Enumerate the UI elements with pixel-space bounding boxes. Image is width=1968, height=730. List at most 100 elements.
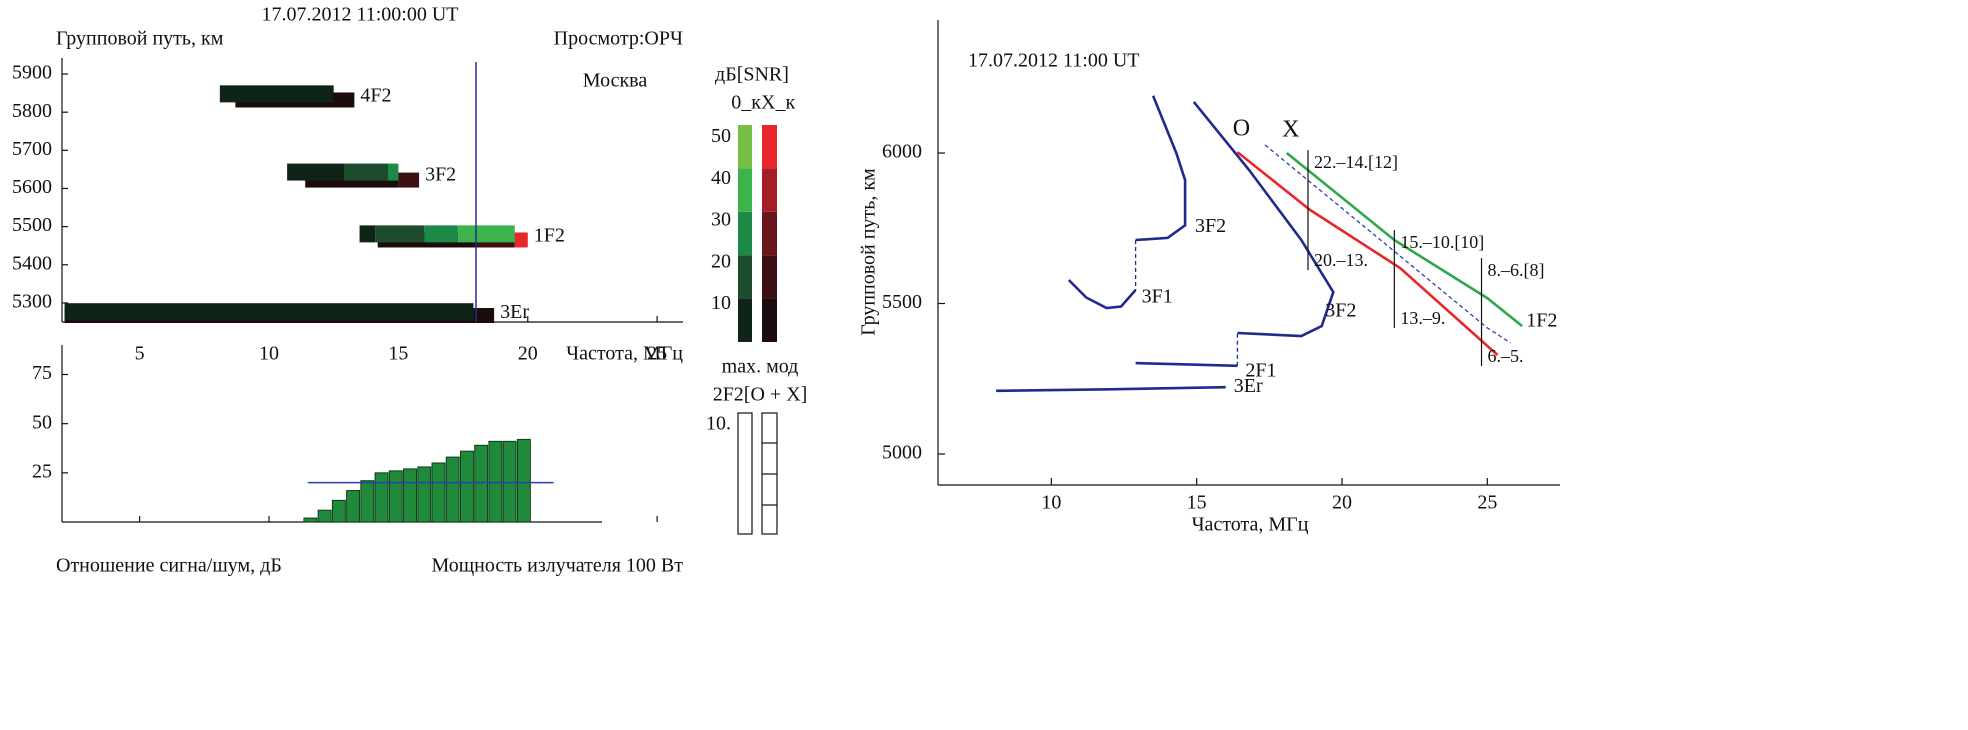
x-tick-label: 20	[1332, 492, 1352, 514]
trace	[1135, 361, 1238, 368]
bar	[388, 470, 403, 523]
marker-label: 6.–5.	[1488, 346, 1524, 366]
chart-title: 17.07.2012 11:00:00 UT	[261, 4, 458, 26]
colorbar-label: 0_к	[731, 92, 761, 114]
y-tick-label: 6000	[882, 141, 922, 163]
bar	[317, 509, 332, 523]
bar	[488, 440, 503, 523]
colorbar-band	[738, 125, 752, 169]
trace-label: 3F2	[1195, 215, 1226, 237]
bar	[346, 490, 361, 523]
x-tick-label: 15	[388, 343, 408, 365]
view-label: Просмотр:ОРЧ	[554, 28, 683, 50]
x-tick-label: 25	[647, 343, 667, 365]
trace	[996, 385, 1226, 393]
x-tick-label: 15	[1187, 492, 1207, 514]
y-tick-label: 25	[32, 460, 52, 482]
y-tick-label: 5700	[12, 138, 52, 160]
trace	[1067, 279, 1137, 310]
colorbar-band	[762, 298, 777, 342]
trace	[1264, 144, 1511, 344]
marker-label: 20.–13.	[1314, 250, 1368, 270]
bar	[403, 468, 417, 523]
colorbar-tick-label: 10	[711, 292, 731, 314]
marker-label: 22.–14.[12]	[1314, 152, 1398, 172]
colorbar-tick-label: 50	[711, 125, 731, 147]
y-tick-label: 5800	[12, 100, 52, 122]
y-tick-label: 5000	[882, 442, 922, 464]
trace-label: 3Er	[1234, 375, 1263, 397]
trace-label: 3F1	[1142, 286, 1173, 308]
indicator-box	[737, 412, 753, 535]
marker-label: 13.–9.	[1400, 308, 1445, 328]
colorbar-band	[762, 211, 777, 256]
polarization-label: X	[1282, 117, 1299, 143]
x-tick-label: 25	[1477, 492, 1497, 514]
colorbar-band	[738, 255, 752, 299]
mode-label: 4F2	[360, 85, 391, 107]
colorbar-band	[762, 255, 777, 299]
colorbar-band	[738, 298, 752, 342]
bar	[516, 438, 531, 523]
mode-label: 3Er	[500, 301, 529, 323]
mode-segment	[424, 225, 458, 243]
x-axis-title: Частота, МГц	[1192, 514, 1309, 536]
indicator-title: max. мод	[722, 356, 799, 378]
mode-segment	[359, 225, 376, 243]
mode-segment	[514, 232, 528, 248]
trace-label: 2F1	[1245, 359, 1276, 381]
x-tick-label: 10	[1041, 492, 1061, 514]
bar	[331, 499, 346, 523]
y-tick-label: 5500	[882, 291, 922, 313]
x-tick-label: 5	[135, 343, 145, 365]
y-tick-label: 5900	[12, 62, 52, 84]
mode-segment	[219, 85, 334, 103]
trace	[1285, 151, 1524, 328]
y-tick-label: 5300	[12, 291, 52, 313]
marker-label: 15.–10.[10]	[1400, 232, 1484, 252]
colorbar-band	[738, 168, 752, 212]
mode-segment	[344, 163, 389, 181]
colorbar-tick-label: 40	[711, 167, 731, 189]
x-axis-title: Частота, МГц	[566, 343, 683, 365]
y-tick-label: 75	[32, 362, 52, 384]
colorbar-title: дБ[SNR]	[715, 64, 789, 86]
colorbar-band	[738, 211, 752, 256]
bar	[474, 444, 489, 523]
indicator-label: 10.	[706, 413, 731, 435]
bar	[445, 456, 460, 523]
marker-label: 8.–6.[8]	[1488, 260, 1545, 280]
bar	[360, 480, 375, 523]
trace	[1192, 101, 1335, 338]
bar	[303, 517, 318, 523]
mode-segment	[398, 172, 420, 188]
y-tick-label: 50	[32, 411, 52, 433]
trace	[1236, 151, 1499, 356]
trace-label: 3F2	[1325, 300, 1356, 322]
x-axis-title: Отношение сигна/шум, дБ	[56, 555, 282, 577]
y-axis-title: Групповой путь, км	[858, 168, 880, 336]
bar	[417, 466, 432, 523]
colorbar-tick-label: 30	[711, 209, 731, 231]
mode-label: 3F2	[425, 164, 456, 186]
colorbar-tick-label: 20	[711, 250, 731, 272]
x-tick-label: 10	[259, 343, 279, 365]
colorbar-band	[762, 125, 777, 169]
caption: Мощность излучателя 100 Вт	[431, 555, 683, 577]
mode-segment	[287, 163, 345, 181]
bar	[374, 472, 389, 523]
y-axis-title: Групповой путь, км	[56, 28, 224, 50]
y-tick-label: 5500	[12, 214, 52, 236]
mode-segment	[388, 163, 399, 181]
mode-label: 1F2	[534, 225, 565, 247]
y-tick-label: 5400	[12, 252, 52, 274]
mode-segment	[457, 225, 515, 243]
bar	[431, 462, 446, 523]
colorbar-label: X_к	[761, 92, 795, 114]
y-tick-label: 5600	[12, 176, 52, 198]
trace	[1135, 95, 1187, 242]
polarization-label: O	[1233, 116, 1250, 142]
location-label: Москва	[583, 70, 648, 92]
